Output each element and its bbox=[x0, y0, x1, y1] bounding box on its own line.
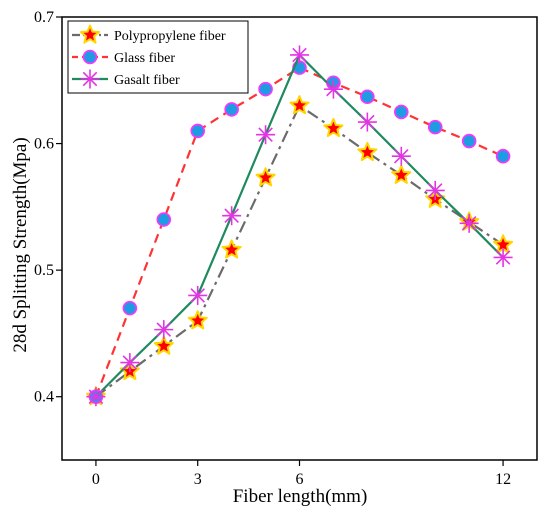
legend-marker bbox=[80, 69, 100, 89]
data-point bbox=[122, 300, 138, 316]
data-point bbox=[357, 112, 377, 132]
data-point bbox=[391, 146, 411, 166]
x-tick-label: 6 bbox=[296, 471, 304, 488]
data-point bbox=[86, 387, 106, 407]
legend-item: Gasalt fiber bbox=[72, 69, 180, 89]
legend-marker bbox=[79, 24, 101, 44]
data-point bbox=[391, 164, 412, 184]
data-point bbox=[224, 102, 239, 117]
x-axis-title: Fiber length(mm) bbox=[233, 486, 368, 507]
legend-label: Gasalt fiber bbox=[114, 73, 180, 88]
y-tick-label: 0.6 bbox=[34, 136, 54, 153]
data-point bbox=[393, 104, 409, 120]
series-2 bbox=[86, 45, 513, 407]
data-point bbox=[190, 123, 206, 139]
y-tick-label: 0.4 bbox=[34, 389, 54, 406]
x-tick-label: 3 bbox=[194, 471, 202, 488]
data-point bbox=[461, 133, 477, 149]
x-tick-label: 0 bbox=[92, 471, 100, 488]
data-point bbox=[256, 125, 276, 145]
legend-item: Glass fiber bbox=[72, 49, 175, 66]
data-point bbox=[459, 213, 479, 233]
data-point bbox=[323, 79, 343, 99]
data-point bbox=[323, 117, 344, 138]
legend-marker bbox=[82, 49, 98, 65]
series-line bbox=[95, 103, 504, 398]
data-point bbox=[255, 167, 276, 187]
data-point bbox=[425, 180, 445, 200]
series-0 bbox=[85, 95, 514, 406]
data-point bbox=[258, 81, 273, 97]
y-axis-title: 28d Splitting Strength(Mpa) bbox=[10, 137, 31, 352]
series-line bbox=[94, 66, 504, 398]
data-point bbox=[495, 148, 511, 164]
data-point bbox=[222, 206, 242, 226]
data-point bbox=[427, 119, 443, 135]
data-point bbox=[360, 89, 375, 105]
data-point bbox=[154, 320, 174, 340]
x-tick-label: 12 bbox=[495, 471, 511, 488]
legend-label: Polypropylene fiber bbox=[114, 29, 226, 44]
data-point bbox=[221, 239, 242, 259]
data-point bbox=[188, 285, 208, 305]
legend-label: Glass fiber bbox=[114, 51, 175, 66]
data-point bbox=[290, 45, 309, 65]
series-1 bbox=[88, 60, 511, 405]
legend-item: Polypropylene fiber bbox=[72, 24, 226, 44]
data-point bbox=[153, 335, 174, 355]
y-tick-label: 0.5 bbox=[34, 262, 54, 279]
data-point bbox=[357, 141, 378, 162]
data-point bbox=[120, 353, 140, 373]
data-point bbox=[187, 310, 208, 330]
data-point bbox=[156, 212, 172, 227]
data-point bbox=[289, 95, 310, 115]
data-point bbox=[493, 247, 513, 267]
y-tick-label: 0.7 bbox=[34, 9, 54, 26]
